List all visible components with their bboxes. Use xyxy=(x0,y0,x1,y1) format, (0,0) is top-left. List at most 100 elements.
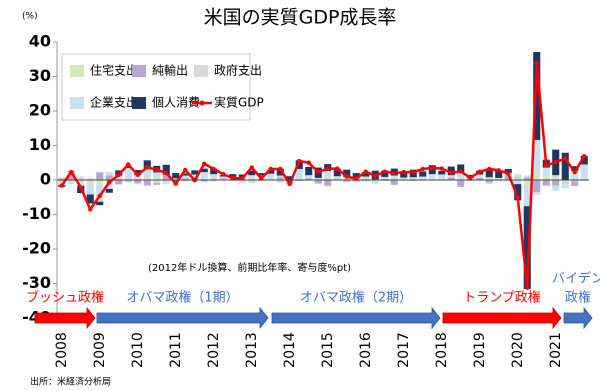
bar-segment xyxy=(552,180,560,186)
legend-label: 実質GDP xyxy=(214,95,264,110)
point xyxy=(230,176,235,181)
bar-segment xyxy=(219,178,227,180)
bar-segment xyxy=(362,176,370,179)
point xyxy=(183,167,188,173)
bar-segment xyxy=(495,180,503,182)
bar-segment xyxy=(267,178,275,180)
bar-segment xyxy=(96,201,104,206)
bar-segment xyxy=(200,181,208,183)
x-tick-label: 2019 xyxy=(472,332,488,368)
bar-segment xyxy=(362,172,370,177)
bar-segment xyxy=(457,172,465,179)
bar-segment xyxy=(523,185,531,207)
bar-segment xyxy=(229,180,237,182)
bar-segment xyxy=(86,194,94,204)
bar-segment xyxy=(390,178,398,180)
bar-segment xyxy=(476,177,484,180)
legend-swatch xyxy=(70,97,84,109)
bar-segment xyxy=(181,180,189,182)
x-tick-label: 2016 xyxy=(358,332,374,368)
point xyxy=(582,153,587,159)
legend-label: 個人消費 xyxy=(152,95,200,110)
point xyxy=(259,176,264,181)
bar-segment xyxy=(210,168,218,175)
bar-segment xyxy=(181,173,189,176)
bar-segment xyxy=(333,176,341,178)
x-tick-label: 2017 xyxy=(396,332,412,368)
bar-segment xyxy=(58,177,66,179)
bar-segment xyxy=(96,172,104,180)
legend-label: 企業支出 xyxy=(90,95,138,110)
bar-segment xyxy=(504,174,512,180)
bar-segment xyxy=(533,172,541,180)
point xyxy=(477,169,482,174)
bar-segment xyxy=(495,170,503,178)
point xyxy=(534,61,539,66)
point xyxy=(572,169,577,175)
bar-segment xyxy=(561,182,569,183)
bar-segment xyxy=(86,177,94,180)
admin-label: オバマ政権（2期） xyxy=(300,290,412,306)
bar-segment xyxy=(210,178,218,180)
bar-segment xyxy=(542,167,550,177)
point xyxy=(458,169,463,174)
bar-segment xyxy=(314,180,322,184)
bar-segment xyxy=(523,206,531,290)
point xyxy=(392,170,397,176)
bar-segment xyxy=(324,180,332,186)
point xyxy=(411,170,416,175)
y-tick-label: -30 xyxy=(22,273,51,292)
bar-segment xyxy=(305,175,313,177)
point xyxy=(297,158,302,164)
bar-segment xyxy=(257,173,265,176)
bar-segment xyxy=(295,168,303,178)
point xyxy=(373,173,378,179)
bar-segment xyxy=(485,168,493,178)
y-unit: (%) xyxy=(22,12,38,22)
bar-segment xyxy=(115,178,123,180)
point xyxy=(59,183,64,188)
bar-segment xyxy=(533,192,541,195)
point xyxy=(525,285,530,290)
legend-swatch xyxy=(194,65,208,77)
point xyxy=(487,166,492,172)
bar-segment xyxy=(58,178,66,180)
bar-segment xyxy=(561,184,569,189)
bar-segment xyxy=(476,174,484,177)
point xyxy=(439,166,444,171)
bar-segment xyxy=(105,182,113,189)
bar-segment xyxy=(571,180,579,182)
point xyxy=(449,170,454,175)
bar-segment xyxy=(172,178,180,180)
bar-segment xyxy=(181,178,189,180)
bar-segment xyxy=(248,178,256,180)
bar-segment xyxy=(219,176,227,179)
bar-segment xyxy=(162,182,170,184)
bar-segment xyxy=(409,177,417,179)
bar-segment xyxy=(438,171,446,175)
bar-segment xyxy=(162,164,170,175)
bar-segment xyxy=(571,171,579,180)
point xyxy=(468,175,473,181)
point xyxy=(107,180,112,185)
point xyxy=(249,165,254,170)
point xyxy=(430,165,435,171)
bar-segment xyxy=(191,170,199,175)
admin-arrow xyxy=(271,306,441,330)
bar-segment xyxy=(580,155,588,165)
admin-label: バイデン xyxy=(552,271,600,287)
bar-segment xyxy=(542,180,550,186)
bar-segment xyxy=(400,173,408,178)
bar-segment xyxy=(514,177,522,180)
bar-segment xyxy=(324,171,332,177)
bar-segment xyxy=(143,177,151,180)
admin-arrow xyxy=(96,306,269,330)
y-tick-label: 10 xyxy=(29,135,51,154)
y-tick-label: 40 xyxy=(29,32,51,51)
bar-segment xyxy=(514,180,522,185)
bar-segment xyxy=(77,176,85,180)
bar-segment xyxy=(457,180,465,187)
bar-segment xyxy=(514,176,522,178)
source: 出所：米経済分析局 xyxy=(30,376,111,388)
